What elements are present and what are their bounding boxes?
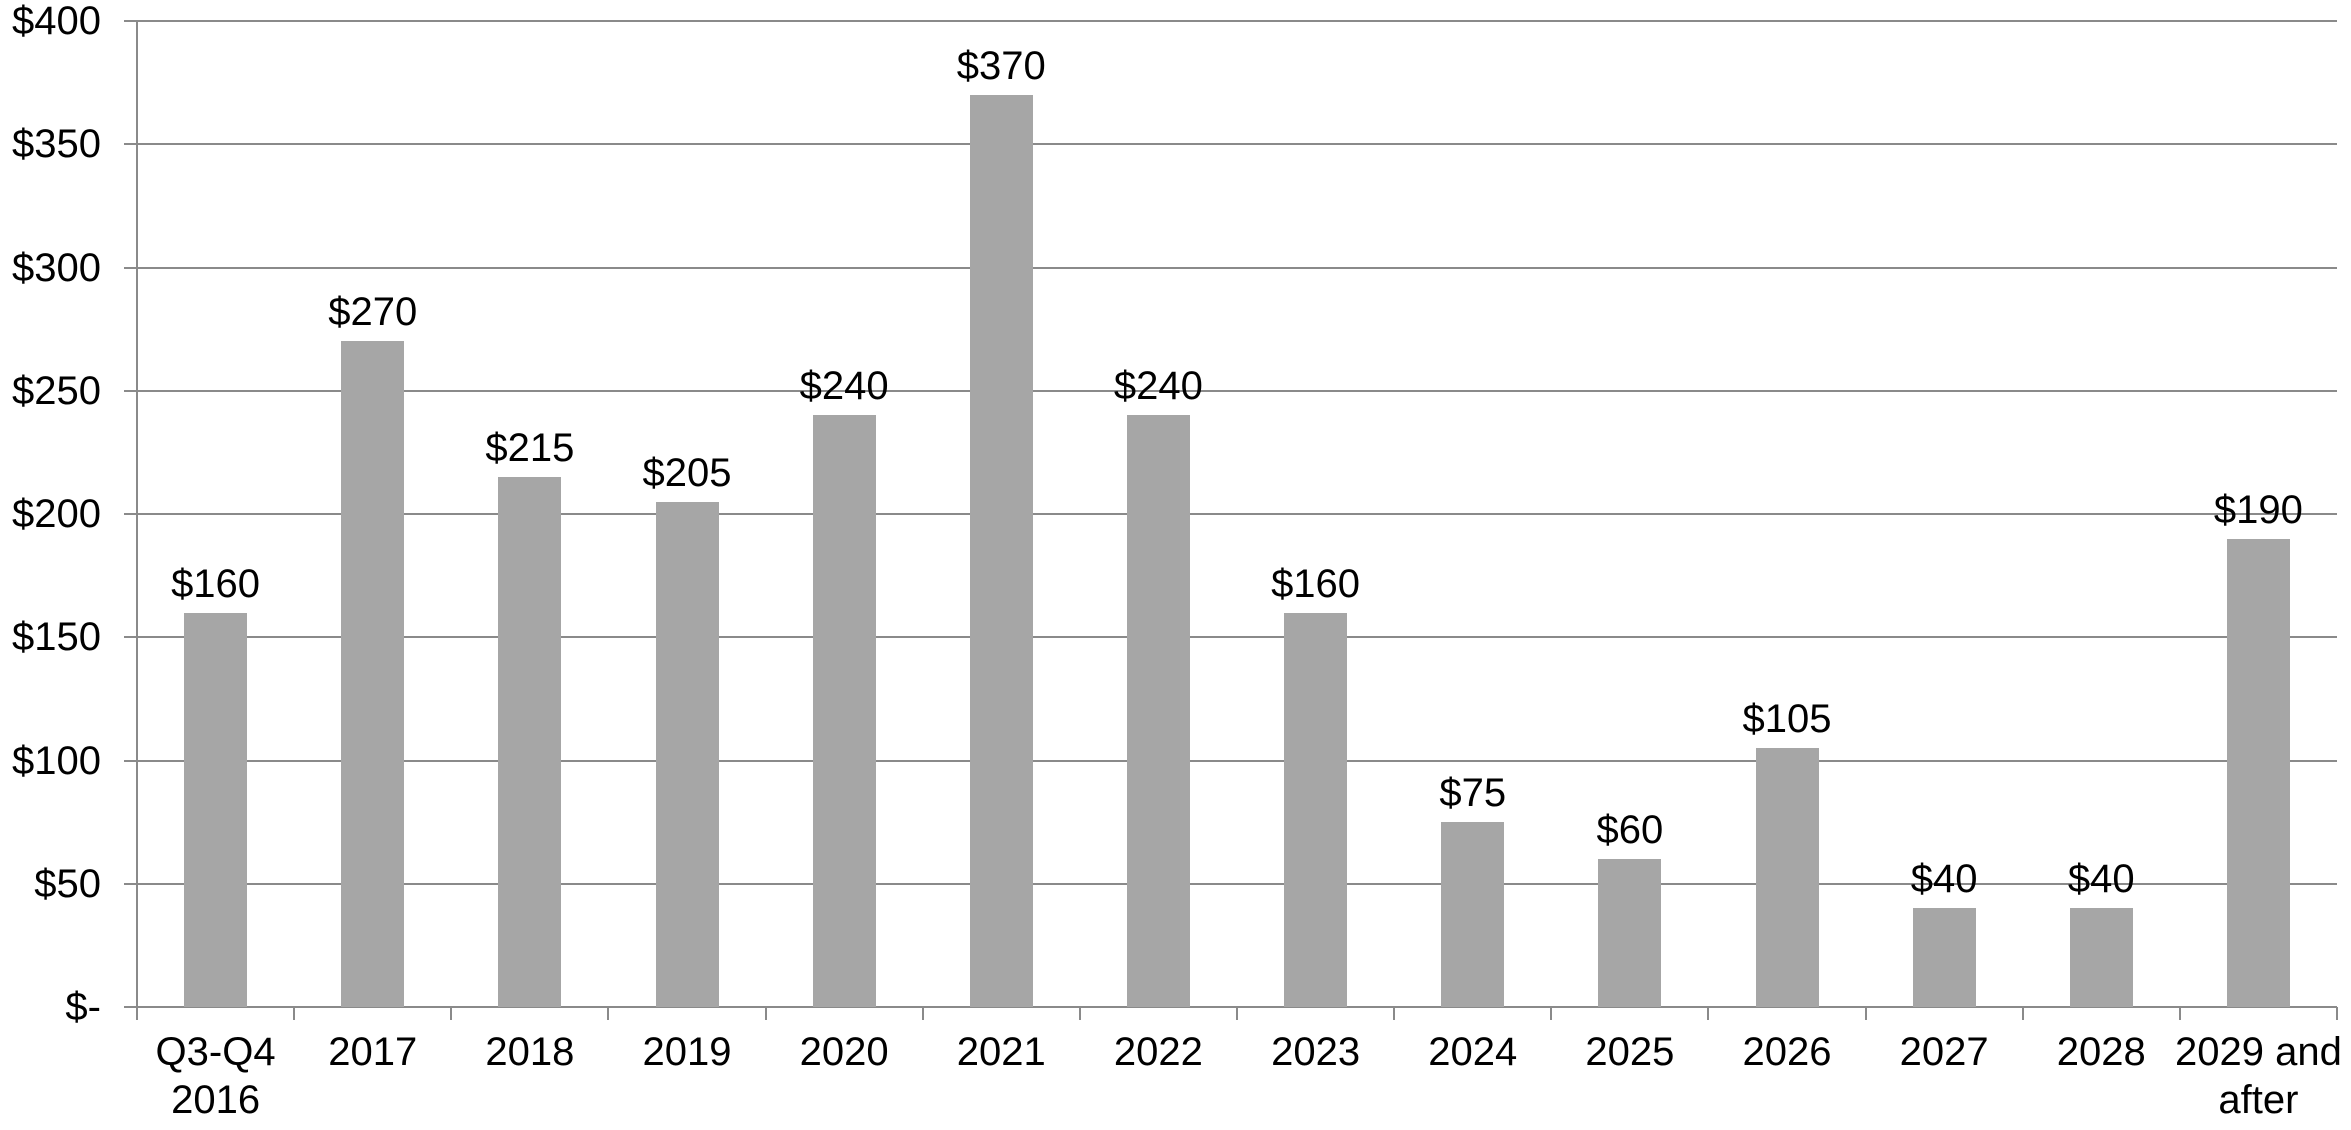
bar-value-label: $40: [2067, 857, 2135, 902]
y-axis-label: $250: [12, 368, 101, 413]
x-axis-label: 2022: [1113, 1030, 1203, 1074]
bar: [1284, 612, 1348, 1007]
bar-value-label: $60: [1596, 808, 1664, 853]
x-axis-label: 2017: [328, 1030, 418, 1074]
x-axis-tick: [1707, 1007, 1710, 1020]
bar: [969, 94, 1033, 1007]
bar: [1598, 859, 1662, 1007]
gridline: [124, 882, 2337, 885]
x-axis-label: 2018: [485, 1030, 575, 1074]
x-axis-tick: [450, 1007, 453, 1020]
x-axis-label: 2024: [1428, 1030, 1518, 1074]
bar: [1126, 415, 1190, 1007]
bar-value-label: $205: [642, 450, 732, 495]
x-axis-tick: [2178, 1007, 2181, 1020]
gridline: [124, 143, 2337, 146]
bar-value-label: $240: [1113, 364, 1203, 409]
x-axis-tick: [764, 1007, 767, 1020]
gridline: [124, 266, 2337, 269]
bar: [1755, 748, 1819, 1007]
bar: [1912, 908, 1976, 1007]
gridline: [124, 20, 2337, 22]
gridline: [124, 636, 2337, 639]
bar-value-label: $190: [2213, 487, 2303, 532]
x-axis-label: 2025: [1585, 1030, 1675, 1074]
bar: [655, 501, 719, 1007]
x-axis-tick: [1393, 1007, 1396, 1020]
x-axis-tick: [136, 1007, 138, 1020]
x-axis-label: 2019: [642, 1030, 732, 1074]
y-axis-label: $400: [12, 0, 101, 43]
gridline: [124, 513, 2337, 515]
bar: [341, 341, 405, 1007]
x-axis-label: Q3-Q4 2016: [155, 1030, 276, 1122]
bar-value-label: $160: [1271, 561, 1361, 606]
y-axis-label: $100: [12, 738, 101, 783]
x-axis-tick: [921, 1007, 924, 1020]
bar-value-label: $215: [485, 426, 575, 471]
x-axis-label: 2023: [1271, 1030, 1361, 1074]
x-axis-tick: [1550, 1007, 1553, 1020]
y-axis-label: $300: [12, 245, 101, 290]
y-axis-label: $200: [12, 492, 101, 536]
x-axis-label: 2028: [2056, 1030, 2146, 1074]
bar: [498, 477, 562, 1007]
x-axis-label: 2026: [1742, 1030, 1832, 1074]
bar-value-label: $370: [956, 43, 1046, 88]
x-axis-label: 2027: [1899, 1030, 1989, 1074]
bar-value-label: $75: [1439, 771, 1507, 816]
bar: [1441, 822, 1505, 1007]
x-axis-tick: [293, 1007, 296, 1020]
bar: [812, 415, 876, 1007]
x-axis-label: 2029 and after: [2174, 1030, 2342, 1122]
y-axis-label: $50: [34, 861, 101, 906]
bar-value-label: $105: [1742, 697, 1832, 742]
x-axis-tick: [2021, 1007, 2024, 1020]
bar-value-label: $240: [799, 364, 889, 409]
gridline: [124, 759, 2337, 762]
bar: [2069, 908, 2133, 1007]
bar-value-label: $160: [171, 561, 261, 606]
bar: [2226, 538, 2290, 1007]
x-axis-tick: [1864, 1007, 1867, 1020]
x-axis-tick: [607, 1007, 610, 1020]
x-axis-label: 2021: [956, 1030, 1046, 1074]
y-axis-label: $350: [12, 122, 101, 167]
y-axis-line: [136, 21, 138, 1007]
gridline: [124, 389, 2337, 392]
bar: [184, 612, 248, 1007]
bar-value-label: $270: [328, 290, 418, 335]
x-axis-label: 2020: [799, 1030, 889, 1074]
x-axis-tick: [2336, 1007, 2338, 1020]
x-axis-tick: [1078, 1007, 1081, 1020]
x-axis-tick: [1236, 1007, 1238, 1020]
bar-value-label: $40: [1910, 857, 1978, 902]
x-axis-line: [124, 1006, 2337, 1008]
y-axis-label: $150: [12, 615, 101, 660]
y-axis-label: $-: [65, 985, 101, 1029]
